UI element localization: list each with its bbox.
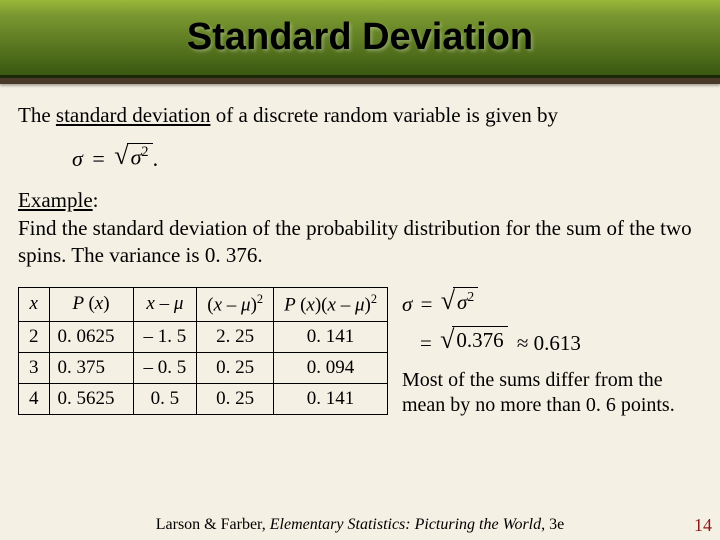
cell-pxmusq: 0. 094 (274, 352, 388, 383)
formula-3: = √ 0.376 ≈ 0.613 (402, 326, 702, 359)
cell-pxmusq: 0. 141 (274, 383, 388, 414)
page-number: 14 (694, 515, 712, 536)
cell-x: 4 (19, 383, 50, 414)
sqrt-symbol: √ (440, 324, 454, 357)
sqrt-wrap: √ σ2 (114, 143, 152, 173)
table-row: 2 0. 0625 – 1. 5 2. 25 0. 141 (19, 321, 388, 352)
sqrt-body: σ2 (127, 143, 153, 170)
example-heading: Example (18, 188, 93, 212)
cell-px: 0. 5625 (49, 383, 133, 414)
formula-eq: = (92, 146, 104, 171)
th-px: P (x) (49, 288, 133, 321)
cell-pxmusq: 0. 141 (274, 321, 388, 352)
sqrt-symbol: √ (441, 285, 455, 318)
formula-lhs: σ (72, 146, 83, 171)
cell-xmusq: 0. 25 (197, 383, 274, 414)
intro-suffix: of a discrete random variable is given b… (210, 103, 558, 127)
cell-xmusq: 2. 25 (197, 321, 274, 352)
example-colon: : (93, 188, 99, 212)
cell-xmusq: 0. 25 (197, 352, 274, 383)
f3-eq: = (420, 331, 432, 355)
intro-prefix: The (18, 103, 56, 127)
example-block: Example: Find the standard deviation of … (18, 187, 702, 269)
formula-dot: . (153, 146, 159, 171)
formula-2: σ = √ σ2 (402, 287, 702, 320)
sqrt-symbol: √ (114, 141, 128, 171)
example-body: Find the standard deviation of the proba… (18, 216, 692, 267)
th-xmusq: (x – μ)2 (197, 288, 274, 321)
table-row: 3 0. 375 – 0. 5 0. 25 0. 094 (19, 352, 388, 383)
th-xmu: x – μ (133, 288, 197, 321)
slide-title: Standard Deviation (187, 16, 533, 59)
right-column: σ = √ σ2 = √ 0.376 ≈ 0.613 Most of the s… (402, 287, 702, 418)
footer-title: Elementary Statistics: Picturing the Wor… (270, 516, 541, 533)
f3-sqrt: √ 0.376 (440, 326, 508, 359)
sigma-inner: σ (131, 145, 142, 170)
f2-eq: = (421, 292, 433, 316)
cell-px: 0. 0625 (49, 321, 133, 352)
cell-px: 0. 375 (49, 352, 133, 383)
cell-xmu: – 0. 5 (133, 352, 197, 383)
cell-xmu: – 1. 5 (133, 321, 197, 352)
footer-citation: Larson & Farber, Elementary Statistics: … (0, 516, 720, 534)
f2-body: σ2 (453, 287, 478, 315)
f3-body: 0.376 (452, 326, 507, 353)
intro-term: standard deviation (56, 103, 211, 127)
f3-approx: ≈ 0.613 (517, 331, 581, 355)
intro-text: The standard deviation of a discrete ran… (18, 102, 702, 129)
table-row: 4 0. 5625 0. 5 0. 25 0. 141 (19, 383, 388, 414)
footer-authors: Larson & Farber, (156, 516, 270, 533)
th-x: x (19, 288, 50, 321)
table-header-row: x P (x) x – μ (x – μ)2 P (x)(x – μ)2 (19, 288, 388, 321)
cell-x: 3 (19, 352, 50, 383)
slide-header: Standard Deviation (0, 0, 720, 78)
cell-xmu: 0. 5 (133, 383, 197, 414)
slide-content: The standard deviation of a discrete ran… (0, 78, 720, 418)
f2-lhs: σ (402, 292, 412, 316)
interpretation-note: Most of the sums differ from the mean by… (402, 368, 702, 418)
cell-x: 2 (19, 321, 50, 352)
th-pxmusq: P (x)(x – μ)2 (274, 288, 388, 321)
f2-sqrt: √ σ2 (441, 287, 478, 320)
lower-row: x P (x) x – μ (x – μ)2 P (x)(x – μ)2 2 0… (18, 287, 702, 418)
footer-edition: , 3e (541, 516, 564, 533)
probability-table: x P (x) x – μ (x – μ)2 P (x)(x – μ)2 2 0… (18, 287, 388, 414)
formula-sigma-def: σ = √ σ2 . (72, 143, 702, 173)
